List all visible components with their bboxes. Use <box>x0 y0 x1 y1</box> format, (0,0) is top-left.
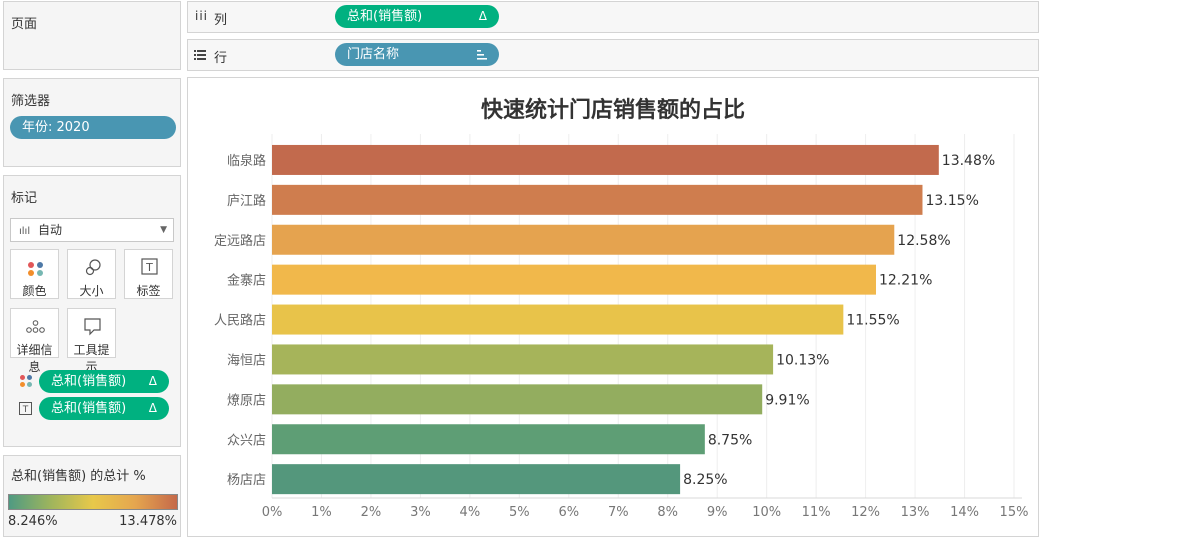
x-tick-label: 3% <box>410 505 431 520</box>
columns-field-pill[interactable]: 总和(销售额) Δ <box>335 5 499 28</box>
rows-shelf-icon <box>194 50 206 60</box>
data-label: 12.21% <box>879 273 932 289</box>
bar-chart-icon: ılıl <box>19 226 31 237</box>
rows-field-pill-label: 门店名称 <box>347 47 400 62</box>
delta-icon: Δ <box>478 9 487 23</box>
filters-panel: 筛选器 年份: 2020 <box>3 78 181 167</box>
category-label: 金寨店 <box>227 273 266 289</box>
x-tick-label: 0% <box>262 505 283 520</box>
category-label: 临泉路 <box>227 153 266 169</box>
x-tick-label: 7% <box>608 505 629 520</box>
columns-shelf[interactable]: iii 列 总和(销售额) Δ <box>187 1 1039 33</box>
detail-icon <box>26 320 45 333</box>
svg-text:T: T <box>145 261 153 274</box>
category-label: 庐江路 <box>227 193 266 209</box>
mark-type-value: 自动 <box>37 223 62 237</box>
label-field-pill[interactable]: 总和(销售额) Δ <box>39 397 169 420</box>
size-button-label: 大小 <box>79 284 104 298</box>
x-tick-label: 12% <box>851 505 880 520</box>
color-icon <box>28 262 43 276</box>
marks-panel-title: 标记 <box>11 191 38 206</box>
color-button[interactable]: 颜色 <box>10 249 59 299</box>
bar <box>272 344 774 375</box>
data-label: 13.48% <box>942 153 995 169</box>
pages-panel-title: 页面 <box>11 17 38 32</box>
color-field-pill-label: 总和(销售额) <box>51 374 127 389</box>
filters-panel-title: 筛选器 <box>11 94 51 109</box>
size-icon <box>85 259 101 276</box>
x-tick-label: 4% <box>460 505 481 520</box>
columns-shelf-label: 列 <box>214 13 228 28</box>
data-label: 8.75% <box>708 432 752 448</box>
tooltip-icon <box>84 318 101 336</box>
size-button[interactable]: 大小 <box>67 249 116 299</box>
x-tick-label: 1% <box>311 505 332 520</box>
tooltip-button[interactable]: 工具提示 <box>67 308 116 374</box>
label-field-pill-label: 总和(销售额) <box>51 401 127 416</box>
category-label: 人民路店 <box>214 313 266 329</box>
data-label: 11.55% <box>846 313 899 329</box>
bar <box>272 384 763 415</box>
x-tick-label: 13% <box>901 505 930 520</box>
category-label: 海恒店 <box>227 353 266 368</box>
chart-title: 快速统计门店销售额的占比 <box>480 97 745 123</box>
data-label: 10.13% <box>776 352 829 368</box>
legend-title: 总和(销售额) 的总计 % <box>11 469 146 484</box>
bar <box>272 464 681 495</box>
sort-descending-icon <box>477 50 487 60</box>
legend-min-label: 8.246% <box>8 514 58 529</box>
delta-icon: Δ <box>148 401 157 415</box>
rows-shelf[interactable]: 行 门店名称 <box>187 39 1039 71</box>
mark-type-dropdown[interactable]: ılıl 自动 ▼ <box>10 218 174 242</box>
filter-pill-year[interactable]: 年份: 2020 <box>10 116 176 139</box>
x-tick-label: 6% <box>558 505 579 520</box>
legend-max-label: 13.478% <box>119 514 177 529</box>
bar <box>272 224 895 255</box>
category-label: 定远路店 <box>214 233 266 249</box>
delta-icon: Δ <box>148 374 157 388</box>
x-tick-label: 14% <box>950 505 979 520</box>
detail-button[interactable]: 详细信息 <box>10 308 59 374</box>
legend-gradient-bar <box>8 494 178 510</box>
bar <box>272 424 705 455</box>
category-label: 杨店店 <box>227 473 266 488</box>
rows-shelf-label: 行 <box>214 51 228 66</box>
bar-chart: 0% 1% 2% 3% 4% 5% 6% 7% 8% 9% 10% 11% 12% 13% 14% 15% 临泉… <box>214 134 1029 520</box>
color-button-label: 颜色 <box>22 284 47 298</box>
category-label: 众兴店 <box>227 433 266 448</box>
x-tick-label: 9% <box>707 505 728 520</box>
data-label: 8.25% <box>683 472 727 488</box>
category-label: 燎原店 <box>227 392 266 408</box>
data-label: 13.15% <box>925 193 978 209</box>
data-label: 12.58% <box>897 233 950 249</box>
label-button-label: 标签 <box>136 284 161 298</box>
bar <box>272 304 844 335</box>
x-tick-label: 10% <box>752 505 781 520</box>
chart-area: 快速统计门店销售额的占比 0% 1% 2% 3% 4% 5% 6% 7% 8% 9% 10% 11% 1… <box>187 77 1039 537</box>
text-label-icon: T <box>141 258 158 275</box>
bar <box>272 184 923 215</box>
bar <box>272 264 876 295</box>
x-tick-label: 8% <box>657 505 678 520</box>
rows-field-pill[interactable]: 门店名称 <box>335 43 499 66</box>
columns-shelf-icon: iii <box>195 9 209 23</box>
data-label: 9.91% <box>765 392 809 408</box>
color-field-pill[interactable]: 总和(销售额) Δ <box>39 370 169 393</box>
label-button[interactable]: T 标签 <box>124 249 173 299</box>
text-label-icon: T <box>19 402 32 415</box>
color-legend-panel: 总和(销售额) 的总计 % 8.246% 13.478% <box>3 455 181 537</box>
color-marks-icon <box>20 375 32 387</box>
svg-text:T: T <box>22 405 29 415</box>
chevron-down-icon: ▼ <box>160 225 167 235</box>
x-tick-label: 11% <box>802 505 831 520</box>
x-tick-label: 5% <box>509 505 530 520</box>
bar <box>272 144 939 175</box>
detail-button-label: 详细信息 <box>16 343 53 374</box>
columns-field-pill-label: 总和(销售额) <box>347 9 423 24</box>
pages-panel: 页面 <box>3 1 181 70</box>
x-tick-label: 15% <box>1000 505 1029 520</box>
x-tick-label: 2% <box>361 505 382 520</box>
